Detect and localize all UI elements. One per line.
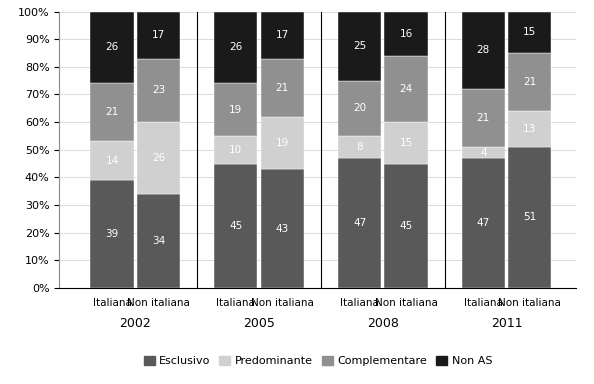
Text: 21: 21: [477, 113, 490, 123]
Text: 45: 45: [399, 221, 413, 231]
Bar: [90, 83, 134, 141]
Text: 23: 23: [152, 85, 165, 95]
Text: 14: 14: [105, 156, 119, 166]
Bar: [137, 122, 180, 194]
Bar: [384, 164, 428, 288]
Text: 26: 26: [229, 43, 242, 53]
Text: Non italiana: Non italiana: [375, 298, 437, 308]
Bar: [462, 89, 505, 147]
Bar: [214, 83, 257, 136]
Text: Italiana: Italiana: [340, 298, 379, 308]
Text: 21: 21: [105, 108, 119, 118]
Bar: [462, 158, 505, 288]
Text: 10: 10: [229, 145, 242, 155]
Bar: [338, 158, 381, 288]
Bar: [214, 164, 257, 288]
Text: 2002: 2002: [119, 317, 151, 330]
Bar: [137, 194, 180, 288]
Bar: [462, 147, 505, 158]
Text: 17: 17: [276, 30, 289, 40]
Bar: [90, 12, 134, 83]
Bar: [384, 56, 428, 122]
Bar: [214, 136, 257, 164]
Text: 13: 13: [523, 124, 536, 134]
Text: 24: 24: [399, 84, 413, 94]
Text: Non italiana: Non italiana: [127, 298, 190, 308]
Text: 19: 19: [276, 138, 289, 148]
Bar: [137, 58, 180, 122]
Text: 8: 8: [356, 142, 363, 152]
Text: 17: 17: [152, 30, 165, 40]
Bar: [338, 136, 381, 158]
Text: 28: 28: [477, 45, 490, 55]
Text: 15: 15: [399, 138, 413, 148]
Bar: [90, 141, 134, 180]
Text: 51: 51: [523, 212, 536, 222]
Text: 45: 45: [229, 221, 242, 231]
Bar: [462, 12, 505, 89]
Text: 26: 26: [105, 43, 119, 53]
Text: 19: 19: [229, 105, 242, 115]
Bar: [508, 12, 551, 53]
Bar: [338, 12, 381, 81]
Bar: [508, 147, 551, 288]
Bar: [384, 122, 428, 164]
Bar: [508, 53, 551, 111]
Bar: [261, 12, 304, 58]
Text: 47: 47: [477, 218, 490, 228]
Text: Italiana: Italiana: [216, 298, 255, 308]
Text: 34: 34: [152, 236, 165, 246]
Text: Italiana: Italiana: [464, 298, 503, 308]
Text: 2011: 2011: [491, 317, 522, 330]
Text: 21: 21: [523, 77, 536, 87]
Text: 26: 26: [152, 153, 165, 163]
Text: 39: 39: [105, 229, 119, 239]
Text: 20: 20: [353, 103, 366, 113]
Bar: [137, 12, 180, 58]
Text: 2005: 2005: [243, 317, 275, 330]
Text: 15: 15: [523, 27, 536, 37]
Legend: Esclusivo, Predominante, Complementare, Non AS: Esclusivo, Predominante, Complementare, …: [139, 352, 497, 371]
Bar: [90, 180, 134, 288]
Text: 47: 47: [353, 218, 366, 228]
Bar: [338, 81, 381, 136]
Bar: [261, 58, 304, 117]
Bar: [261, 117, 304, 169]
Bar: [508, 111, 551, 147]
Text: 25: 25: [353, 41, 366, 51]
Bar: [214, 12, 257, 83]
Bar: [384, 12, 428, 56]
Bar: [261, 169, 304, 288]
Text: Non italiana: Non italiana: [498, 298, 561, 308]
Text: 2008: 2008: [367, 317, 399, 330]
Text: 21: 21: [276, 83, 289, 93]
Text: 43: 43: [276, 223, 289, 233]
Text: Non italiana: Non italiana: [251, 298, 314, 308]
Text: 4: 4: [480, 147, 486, 157]
Text: Italiana: Italiana: [93, 298, 131, 308]
Text: 16: 16: [399, 29, 413, 39]
